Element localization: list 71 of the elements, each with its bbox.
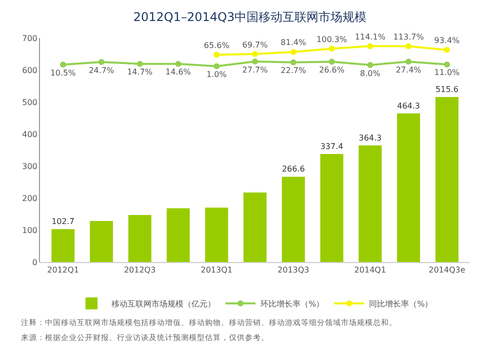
bar xyxy=(358,145,382,262)
data-label: 69.7% xyxy=(242,40,268,50)
data-label: 114.1% xyxy=(354,32,386,42)
legend-label: 同比增长率（%） xyxy=(369,300,433,308)
data-label: 27.4% xyxy=(396,65,422,74)
point xyxy=(214,63,220,70)
y-tick-label: 600 xyxy=(22,66,38,75)
data-label: 24.7% xyxy=(88,66,115,75)
data-label: 515.6 xyxy=(436,85,458,94)
data-label: 65.6% xyxy=(204,41,230,50)
x-tick-label: 2013Q1 xyxy=(200,266,232,275)
bar xyxy=(205,208,228,262)
data-label: 464.3 xyxy=(397,101,420,110)
x-tick-label: 2012Q1 xyxy=(47,266,79,275)
legend-label: 环比增长率（%） xyxy=(260,300,324,308)
data-label: 26.6% xyxy=(319,65,345,74)
data-label: 102.7 xyxy=(52,217,74,226)
point xyxy=(60,62,66,68)
x-tick-label: 2012Q3 xyxy=(124,266,156,275)
bar xyxy=(243,192,267,262)
legend-label: 移动互联网市场规模（亿元） xyxy=(112,300,216,308)
bar xyxy=(166,208,190,262)
y-tick-label: 700 xyxy=(22,34,38,43)
data-label: 266.6 xyxy=(282,164,305,174)
point xyxy=(406,43,412,50)
data-label: 113.7% xyxy=(393,32,424,42)
point xyxy=(252,51,258,58)
point xyxy=(328,58,335,65)
bar xyxy=(282,176,305,262)
data-label: 364.3 xyxy=(358,133,382,142)
bar xyxy=(397,113,420,262)
bar xyxy=(320,154,344,262)
data-label: 22.7% xyxy=(280,66,306,76)
y-tick-label: 0 xyxy=(32,258,38,267)
point xyxy=(328,46,335,52)
data-label: 1.0% xyxy=(206,70,228,80)
point xyxy=(367,62,374,68)
data-label: 8.0% xyxy=(360,68,381,78)
point xyxy=(444,46,450,53)
x-tick-label: 2014Q1 xyxy=(354,266,386,275)
data-label: 14.6% xyxy=(166,68,192,77)
point xyxy=(290,59,296,66)
data-label: 100.3% xyxy=(316,34,348,44)
point xyxy=(98,59,104,66)
point xyxy=(290,48,296,55)
point xyxy=(444,61,450,68)
point xyxy=(406,58,412,65)
point xyxy=(214,52,220,58)
y-tick-label: 100 xyxy=(22,226,38,235)
bar xyxy=(128,214,152,262)
bar xyxy=(90,221,113,262)
data-label: 93.4% xyxy=(434,36,460,46)
y-tick-label: 500 xyxy=(22,98,38,107)
bar xyxy=(435,97,458,262)
point xyxy=(136,60,143,67)
y-tick-label: 200 xyxy=(22,194,38,203)
point xyxy=(367,43,374,50)
x-tick-label: 2014Q3e xyxy=(428,266,466,275)
data-label: 337.4 xyxy=(320,142,344,152)
chart-title: 2012Q1–2014Q3中国移动互联网市场规模 xyxy=(133,10,367,24)
bar xyxy=(52,229,75,262)
data-label: 27.7% xyxy=(242,65,268,74)
x-tick-label: 2013Q3 xyxy=(278,266,310,275)
point xyxy=(252,58,258,65)
y-tick-label: 400 xyxy=(22,130,38,139)
data-label: 10.5% xyxy=(50,68,76,78)
data-label: 81.4% xyxy=(280,38,306,48)
y-tick-label: 300 xyxy=(22,162,38,171)
data-label: 14.7% xyxy=(127,68,153,77)
point xyxy=(175,60,182,67)
data-label: 11.0% xyxy=(434,68,460,78)
